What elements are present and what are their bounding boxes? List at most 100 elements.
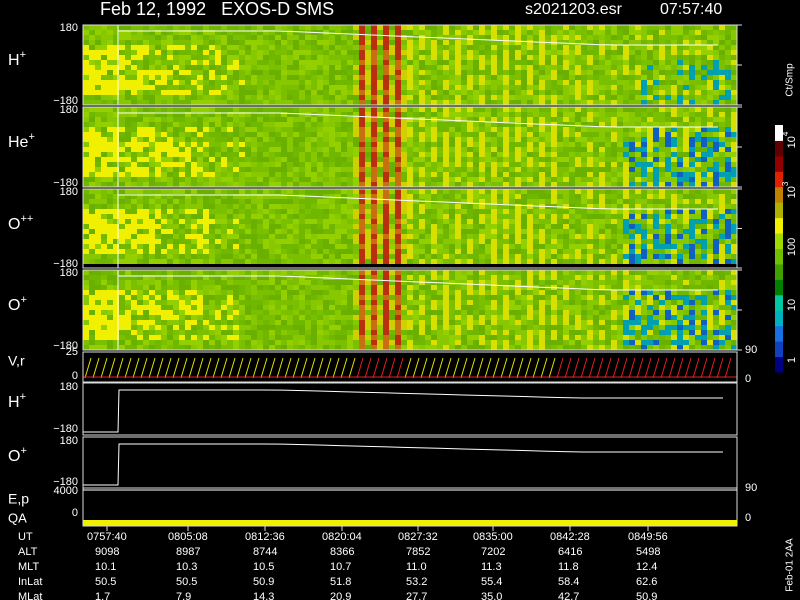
spectrogram-cell [485, 229, 491, 234]
spectrogram-cell [659, 157, 665, 162]
spectrogram-cell [101, 182, 107, 187]
spectrogram-cell [341, 194, 347, 199]
spectrogram-cell [575, 127, 581, 132]
spectrogram-cell [593, 259, 599, 264]
spectrogram-cell [311, 182, 317, 187]
spectrogram-cell [203, 194, 209, 199]
spectrogram-cell [509, 177, 515, 182]
spectrogram-cell [389, 50, 395, 55]
spectrogram-cell [491, 132, 497, 137]
spectrogram-cell [455, 147, 461, 152]
spectrogram-cell [311, 45, 317, 50]
spectrogram-cell [527, 70, 533, 75]
spectrogram-cell [263, 152, 269, 157]
spectrogram-cell [227, 177, 233, 182]
spectrogram-cell [401, 25, 407, 30]
spectrogram-cell [251, 117, 257, 122]
spectrogram-cell [449, 177, 455, 182]
spectrogram-cell [95, 224, 101, 229]
spectrogram-cell [317, 172, 323, 177]
spectrogram-cell [311, 199, 317, 204]
spectrogram-cell [353, 157, 359, 162]
spectrogram-cell [443, 239, 449, 244]
spectrogram-cell [647, 259, 653, 264]
species-label-base: H [8, 52, 20, 69]
spectrogram-cell [329, 60, 335, 65]
spectrogram-cell [575, 244, 581, 249]
spectrogram-cell [455, 172, 461, 177]
spectrogram-cell [197, 127, 203, 132]
spectrogram-cell [635, 162, 641, 167]
spectrogram-cell [119, 259, 125, 264]
spectrogram-cell [551, 239, 557, 244]
spectrogram-cell [257, 45, 263, 50]
spectrogram-cell [407, 167, 413, 172]
spectrogram-cell [287, 35, 293, 40]
spectrogram-cell [503, 172, 509, 177]
spectrogram-cell [209, 152, 215, 157]
spectrogram-cell [485, 254, 491, 259]
spectrogram-cell [485, 209, 491, 214]
spectrogram-cell [95, 239, 101, 244]
spectrogram-cell [161, 224, 167, 229]
spectrogram-cell [155, 182, 161, 187]
spectrogram-cell [203, 65, 209, 70]
spectrogram-cell [401, 162, 407, 167]
spectrogram-cell [731, 75, 737, 80]
spectrogram-cell [125, 167, 131, 172]
spectrogram-cell [305, 199, 311, 204]
spectrogram-cell [113, 40, 119, 45]
spectrogram-cell [461, 204, 467, 209]
spectrogram-cell [269, 209, 275, 214]
spectrogram-cell [233, 25, 239, 30]
spectrogram-cell [323, 85, 329, 90]
spectrogram-cell [569, 90, 575, 95]
spectrogram-cell [485, 182, 491, 187]
spectrogram-cell [323, 40, 329, 45]
spectrogram-cell [197, 40, 203, 45]
spectrogram-cell [539, 182, 545, 187]
spectrogram-cell [653, 214, 659, 219]
spectrogram-cell [455, 157, 461, 162]
spectrogram-cell [503, 182, 509, 187]
spectrogram-cell [659, 152, 665, 157]
spectrogram-cell [659, 132, 665, 137]
spectrogram-cell [83, 30, 89, 35]
spectrogram-cell [173, 209, 179, 214]
spectrogram-cell [293, 25, 299, 30]
spectrogram-cell [599, 45, 605, 50]
spectrogram-cell [527, 254, 533, 259]
spectrogram-cell [101, 259, 107, 264]
spectrogram-cell [323, 172, 329, 177]
spectrogram-cell [143, 157, 149, 162]
spectrogram-cell [167, 147, 173, 152]
spectrogram-cell [179, 100, 185, 105]
spectrogram-cell [215, 219, 221, 224]
spectrogram-cell [125, 45, 131, 50]
spectrogram-cell [587, 85, 593, 90]
spectrogram-cell [491, 55, 497, 60]
spectrogram-cell [221, 127, 227, 132]
spectrogram-cell [83, 85, 89, 90]
spectrogram-cell [329, 112, 335, 117]
spectrogram-cell [461, 194, 467, 199]
spectrogram-cell [527, 65, 533, 70]
spectrogram-cell [533, 152, 539, 157]
spectrogram-cell [335, 152, 341, 157]
spectrogram-cell [563, 224, 569, 229]
spectrogram-cell [227, 229, 233, 234]
spectrogram-cell [377, 35, 383, 40]
spectrogram-cell [209, 85, 215, 90]
spectrogram-cell [257, 172, 263, 177]
spectrogram-cell [551, 167, 557, 172]
spectrogram-cell [239, 182, 245, 187]
spectrogram-cell [149, 189, 155, 194]
spectrogram-cell [545, 112, 551, 117]
spectrogram-cell [431, 167, 437, 172]
spectrogram-cell [281, 259, 287, 264]
spectrogram-cell [497, 55, 503, 60]
spectrogram-cell [353, 35, 359, 40]
spectrogram-cell [605, 234, 611, 239]
spectrogram-cell [137, 142, 143, 147]
spectrogram-cell [341, 157, 347, 162]
